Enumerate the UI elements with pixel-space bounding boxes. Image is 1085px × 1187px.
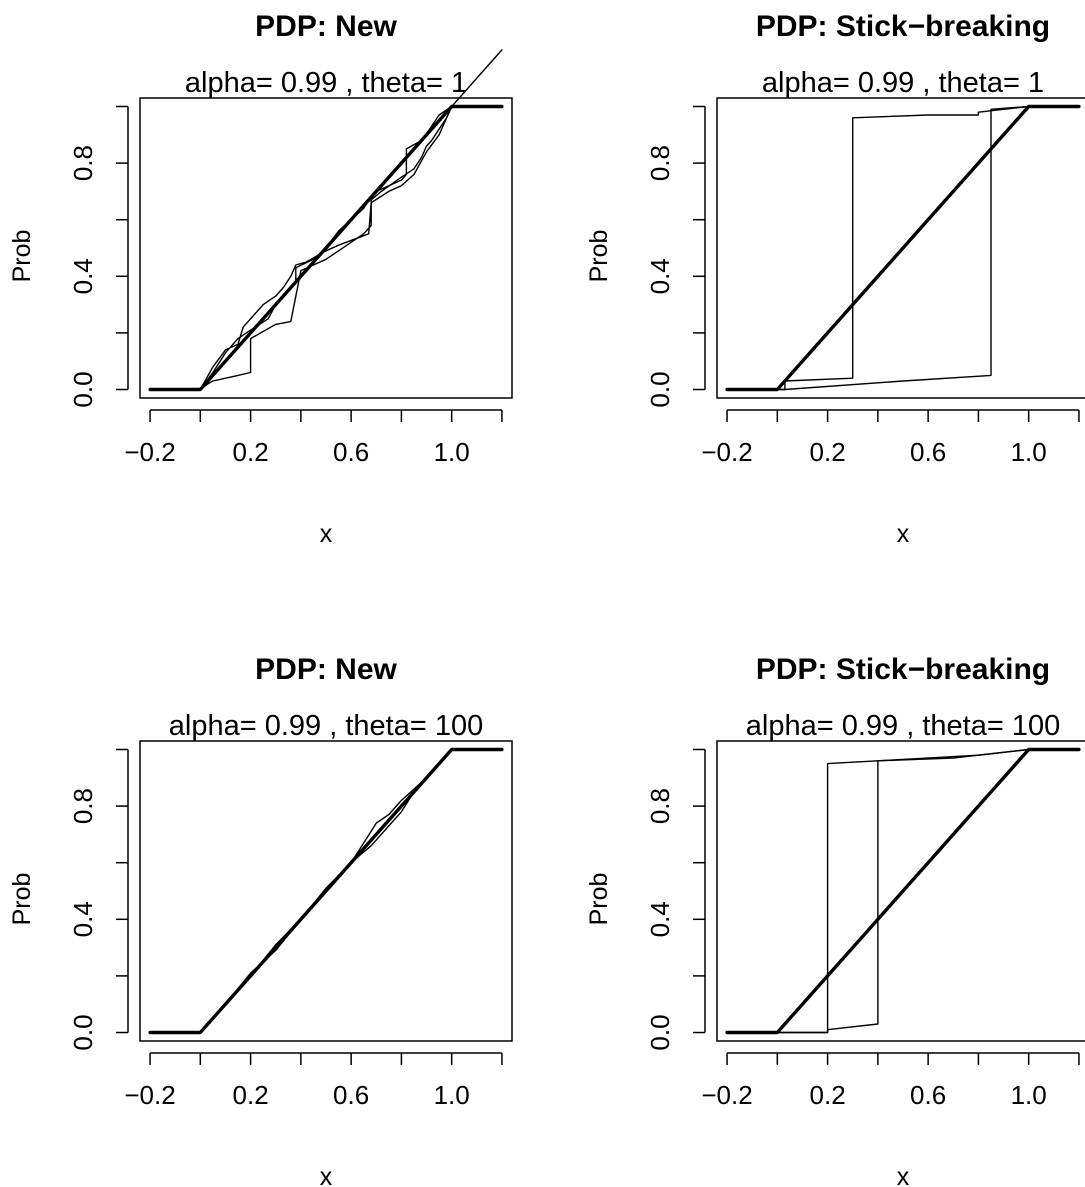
series-line-sample-3 bbox=[149, 105, 503, 391]
plot-frame bbox=[139, 740, 513, 1042]
x-tick-label: 1.0 bbox=[434, 437, 470, 467]
x-tick-label: −0.2 bbox=[701, 437, 752, 467]
y-tick-label: 0.0 bbox=[645, 1014, 675, 1050]
y-tick-label: 0.4 bbox=[645, 901, 675, 937]
chart-title: PDP: Stick−breaking bbox=[756, 653, 1050, 686]
panel-1: PDP: New alpha= 0.99 , theta= 1 −0.2 0.2 0.6… bbox=[8, 10, 513, 548]
x-tick-label: −0.2 bbox=[124, 437, 175, 467]
chart-title: PDP: New bbox=[255, 10, 397, 43]
chart-subtitle: alpha= 0.99 , theta= 100 bbox=[746, 710, 1060, 742]
y-axis-label: Prob bbox=[585, 230, 613, 283]
series-line-sample-2 bbox=[726, 748, 1080, 1034]
series-line-sample-1 bbox=[149, 105, 503, 391]
chart-title: PDP: New bbox=[255, 653, 397, 686]
y-tick-label: 0.4 bbox=[68, 258, 98, 294]
chart-subtitle: alpha= 0.99 , theta= 100 bbox=[169, 710, 483, 742]
x-tick-label: 0.6 bbox=[333, 1080, 369, 1110]
panel-3: PDP: New alpha= 0.99 , theta= 100 −0.2 0.2 0… bbox=[8, 653, 513, 1187]
y-tick-label: 0.4 bbox=[68, 901, 98, 937]
x-axis-label: x bbox=[320, 1163, 333, 1187]
series-line-sample-2 bbox=[149, 49, 503, 391]
x-tick-label: −0.2 bbox=[124, 1080, 175, 1110]
series-line-sample-1 bbox=[726, 105, 1080, 391]
series-line-sample-2 bbox=[726, 105, 1080, 391]
y-axis-label: Prob bbox=[585, 873, 613, 926]
x-tick-label: 0.6 bbox=[910, 437, 946, 467]
x-axis-label: x bbox=[897, 520, 910, 548]
x-tick-label: 1.0 bbox=[1011, 1080, 1047, 1110]
series-line-sample-1 bbox=[149, 748, 503, 1034]
plot-frame bbox=[716, 740, 1085, 1042]
y-tick-label: 0.0 bbox=[68, 1014, 98, 1050]
x-tick-label: 0.6 bbox=[333, 437, 369, 467]
x-tick-label: 0.6 bbox=[910, 1080, 946, 1110]
y-axis-label: Prob bbox=[8, 230, 36, 283]
x-axis-label: x bbox=[897, 1163, 910, 1187]
plot-frame bbox=[139, 97, 513, 399]
x-tick-label: 0.2 bbox=[810, 1080, 846, 1110]
series-line-true-cdf bbox=[725, 747, 1081, 1035]
y-tick-label: 0.8 bbox=[68, 788, 98, 824]
x-tick-label: 1.0 bbox=[1011, 437, 1047, 467]
y-tick-label: 0.8 bbox=[645, 145, 675, 181]
x-tick-label: 0.2 bbox=[233, 437, 269, 467]
y-tick-label: 0.0 bbox=[645, 371, 675, 407]
panel-2: PDP: Stick−breaking alpha= 0.99 , theta= … bbox=[585, 10, 1085, 548]
y-axis-label: Prob bbox=[8, 873, 36, 926]
y-tick-label: 0.4 bbox=[645, 258, 675, 294]
chart-title: PDP: Stick−breaking bbox=[756, 10, 1050, 43]
chart-subtitle: alpha= 0.99 , theta= 1 bbox=[762, 67, 1044, 99]
x-tick-label: 0.2 bbox=[810, 437, 846, 467]
y-tick-label: 0.8 bbox=[645, 788, 675, 824]
x-axis-label: x bbox=[320, 520, 333, 548]
y-tick-label: 0.0 bbox=[68, 371, 98, 407]
panel-4: PDP: Stick−breaking alpha= 0.99 , theta= … bbox=[585, 653, 1085, 1187]
plot-frame bbox=[716, 97, 1085, 399]
series-line-sample-2 bbox=[149, 748, 503, 1034]
x-tick-label: −0.2 bbox=[701, 1080, 752, 1110]
x-tick-label: 1.0 bbox=[434, 1080, 470, 1110]
x-tick-label: 0.2 bbox=[233, 1080, 269, 1110]
chart-subtitle: alpha= 0.99 , theta= 1 bbox=[185, 67, 467, 99]
series-line-true-cdf bbox=[725, 104, 1081, 392]
y-tick-label: 0.8 bbox=[68, 145, 98, 181]
